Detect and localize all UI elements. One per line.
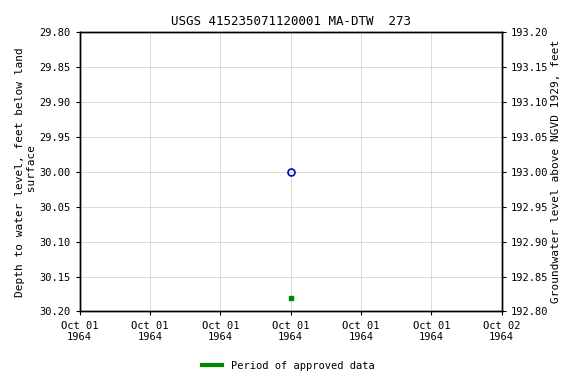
Y-axis label: Depth to water level, feet below land
 surface: Depth to water level, feet below land su… bbox=[15, 47, 37, 296]
Title: USGS 415235071120001 MA-DTW  273: USGS 415235071120001 MA-DTW 273 bbox=[170, 15, 411, 28]
Legend: Period of approved data: Period of approved data bbox=[198, 357, 378, 375]
Y-axis label: Groundwater level above NGVD 1929, feet: Groundwater level above NGVD 1929, feet bbox=[551, 40, 561, 303]
